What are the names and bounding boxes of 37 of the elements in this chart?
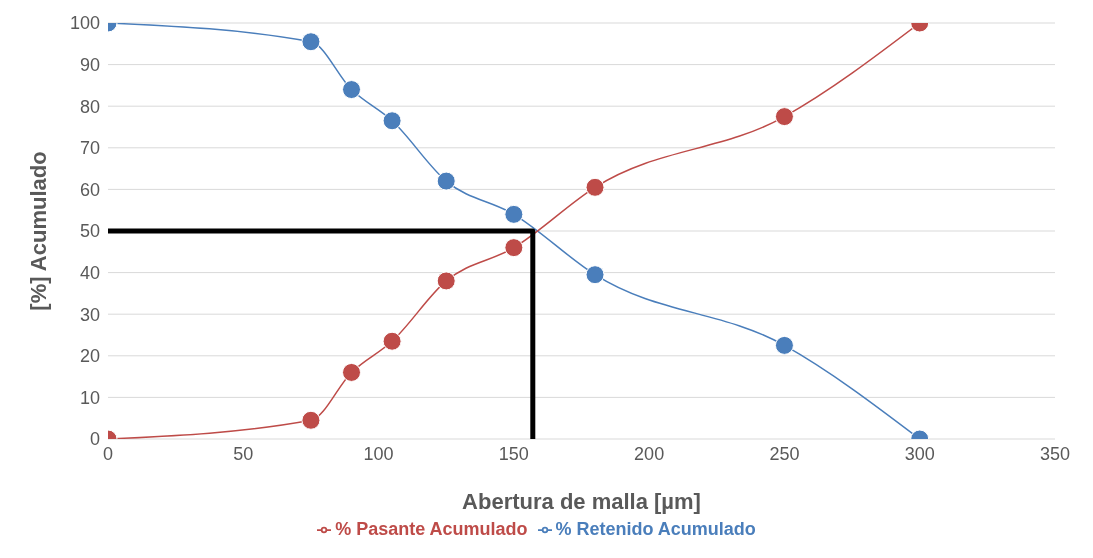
y-tick-label: 90: [79, 54, 100, 75]
y-tick-label: 50: [79, 221, 100, 242]
y-axis-title: [%] Acumulado: [25, 151, 51, 311]
x-tick-label: 250: [769, 443, 800, 464]
y-tick-label: 60: [79, 179, 100, 200]
point: [436, 171, 456, 191]
point: [382, 331, 402, 351]
point: [382, 111, 402, 131]
legend-label: % Retenido Acumulado: [555, 519, 756, 539]
point: [301, 32, 321, 52]
y-tick-label: 10: [79, 387, 100, 408]
y-tick-label: 70: [79, 138, 100, 159]
point: [774, 335, 794, 355]
point: [301, 410, 321, 430]
x-tick-label: 150: [498, 443, 529, 464]
x-tick-label: 200: [634, 443, 665, 464]
y-tick-label: 0: [89, 429, 100, 450]
point: [774, 107, 794, 127]
x-tick-label: 350: [1039, 443, 1071, 464]
point: [504, 238, 524, 258]
point: [585, 265, 605, 285]
point: [436, 271, 456, 291]
y-tick-label: 30: [79, 304, 100, 325]
point: [504, 204, 524, 224]
x-tick-label: 50: [233, 443, 254, 464]
y-tick-label: 80: [79, 96, 100, 117]
x-tick-label: 100: [363, 443, 394, 464]
x-axis-title: Abertura de malla [µm]: [462, 489, 701, 514]
legend-label: % Pasante Acumulado: [335, 519, 528, 539]
x-tick-label: 0: [102, 443, 114, 464]
point: [585, 177, 605, 197]
y-tick-label: 20: [79, 346, 100, 367]
point: [342, 80, 362, 100]
x-tick-label: 300: [904, 443, 935, 464]
point: [342, 362, 362, 382]
y-tick-label: 40: [79, 262, 100, 283]
y-tick-label: 100: [69, 13, 100, 34]
